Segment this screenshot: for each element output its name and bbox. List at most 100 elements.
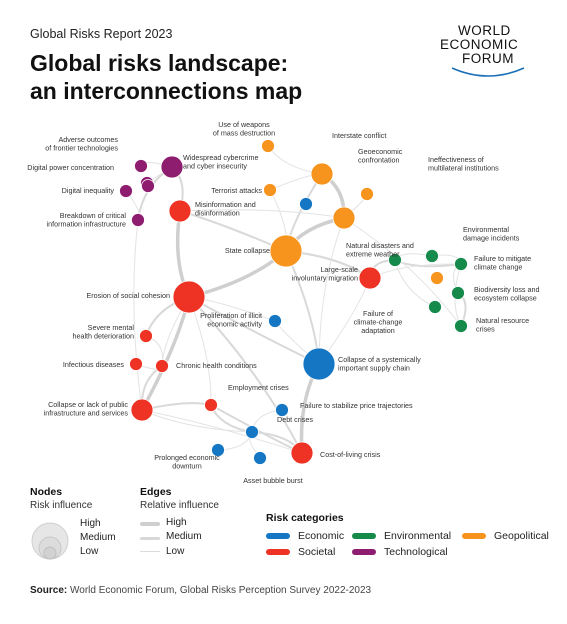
economic-swatch (266, 533, 290, 539)
environmental-swatch (352, 533, 376, 539)
node-small2 (430, 271, 444, 285)
legend-cat-geopolitical-label: Geopolitical (494, 530, 549, 542)
label-bubble: Asset bubble burst (243, 476, 303, 485)
node-geoeco (332, 206, 356, 230)
node-interstate (310, 162, 334, 186)
legend-cat-environmental-label: Environmental (384, 530, 452, 542)
node-small1 (299, 197, 313, 211)
node-adverse (134, 159, 148, 173)
source-note: Source: World Economic Forum, Global Ris… (30, 585, 371, 596)
legend-cat-economic: Economic (266, 530, 344, 542)
edge-misinfo-geoeco (179, 209, 345, 219)
node-adapt (428, 300, 442, 314)
label-erosion: Erosion of social cohesion (86, 291, 170, 300)
legend-edge-high: High (166, 517, 187, 528)
node-illicit (268, 314, 282, 328)
legend-edge-high-line (140, 522, 160, 526)
label-price: Failure to stabilize price trajectories (300, 401, 413, 410)
legend-cat-societal-label: Societal (298, 546, 336, 558)
edge-cii-infra (133, 219, 143, 411)
logo-line-3: FORUM (462, 51, 514, 66)
label-adapt: Failure of climate-change adaptation (354, 309, 403, 335)
label-migr: Large-scale involuntary migration (292, 265, 358, 283)
legend-categories-title: Risk categories (266, 512, 344, 524)
legend-edge-medium: Medium (166, 531, 202, 542)
legend-node-sizes (31, 522, 69, 560)
node-infect (129, 357, 143, 371)
label-infra: Collapse or lack of public infrastructure… (44, 400, 129, 418)
node-mitig (454, 257, 468, 271)
legend-node-medium: Medium (80, 532, 116, 543)
label-wmd: Use of weapons of mass destruction (213, 120, 275, 138)
node-misinfo (168, 199, 192, 223)
label-infect: Infectious diseases (63, 360, 125, 369)
label-supply: Collapse of a systemically important supp… (338, 355, 421, 373)
label-ineff: Ineffectiveness of multilateral instituti… (428, 155, 499, 173)
source-label: Source: (30, 585, 68, 596)
legend-edge-low: Low (166, 546, 185, 557)
legend-node-high: High (80, 518, 101, 529)
node-mental (139, 329, 153, 343)
label-dineq: Digital inequality (62, 186, 115, 195)
source-text: World Economic Forum, Global Risks Perce… (70, 585, 372, 596)
logo-arc-icon (451, 67, 525, 77)
node-wmd (261, 139, 275, 153)
geopolitical-swatch (462, 533, 486, 539)
label-chronic: Chronic health conditions (176, 361, 257, 370)
node-terror (263, 183, 277, 197)
edge-infra-col (141, 409, 303, 454)
page-title: Global risks landscape: an interconnecti… (30, 49, 350, 105)
label-cyber: Widespread cybercrime and cyber insecurit… (183, 153, 259, 171)
label-natdis: Natural disasters and extreme weather (346, 241, 414, 259)
societal-swatch (266, 549, 290, 555)
node-infra (130, 398, 154, 422)
legend-node-low: Low (80, 546, 99, 557)
logo-line-2: ECONOMIC (440, 37, 519, 52)
node-ineff (360, 187, 374, 201)
node-bubble (253, 451, 267, 465)
node-cyber (160, 155, 184, 179)
legend-nodes-title: Nodes (30, 486, 63, 498)
edge-geoeco-supply (318, 217, 345, 365)
node-envdmg (425, 249, 439, 263)
label-mitig: Failure to mitigate climate change (474, 254, 531, 272)
label-illicit: Proliferation of illicit economic activit… (200, 311, 262, 329)
legend-edges-title: Edges (140, 486, 172, 498)
label-mental: Severe mental health deterioration (72, 323, 134, 341)
node-migr (358, 266, 382, 290)
node-statecol (269, 234, 303, 268)
legend-cat-societal: Societal (266, 546, 335, 558)
legend-edge-medium-line (140, 537, 160, 540)
nodes-layer (119, 139, 468, 465)
label-employ: Employment crises (228, 383, 289, 392)
legend-cat-economic-label: Economic (298, 530, 345, 542)
label-dpc: Digital power concentration (27, 163, 114, 172)
label-natres: Natural resource crises (476, 316, 529, 334)
logo-line-1: WORLD (458, 23, 511, 38)
node-dineq (119, 184, 133, 198)
technological-swatch (352, 549, 376, 555)
title-line-1: Global risks landscape: (30, 50, 289, 76)
report-name: Global Risks Report 2023 (30, 27, 173, 41)
node-erosion (172, 280, 206, 314)
labels-layer: Adverse outcomes of frontier technologies… (27, 120, 539, 485)
node-debt (245, 425, 259, 439)
label-statecol: State collapse (225, 246, 270, 255)
legend-cat-environmental: Environmental (352, 530, 451, 542)
node-chronic (155, 359, 169, 373)
label-col: Cost-of-living crisis (320, 450, 381, 459)
node-price (275, 403, 289, 417)
node-natres (454, 319, 468, 333)
legend-cat-geopolitical: Geopolitical (462, 530, 549, 542)
node-cii (131, 213, 145, 227)
label-downturn: Prolonged economic downturn (154, 453, 220, 471)
node-supply (302, 347, 336, 381)
node-natdis (388, 253, 402, 267)
node-small3 (141, 179, 155, 193)
node-downturn (211, 443, 225, 457)
node-col (290, 441, 314, 465)
edge-natres-geoeco (343, 217, 462, 327)
edge-erosion-col (188, 296, 303, 454)
legend-cat-technological-label: Technological (384, 546, 448, 558)
node-employ (204, 398, 218, 412)
